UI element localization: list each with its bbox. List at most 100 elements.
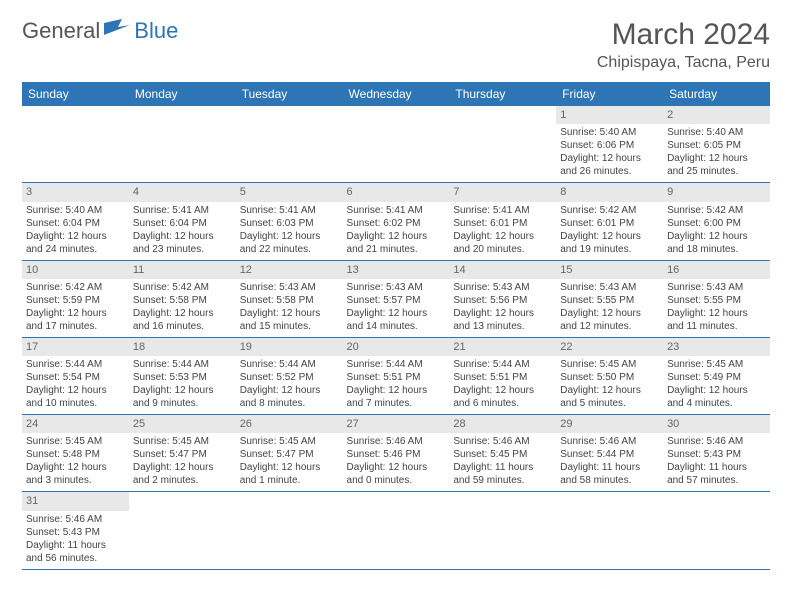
- calendar-day-cell: 24Sunrise: 5:45 AMSunset: 5:48 PMDayligh…: [22, 415, 129, 492]
- calendar-day-cell: 19Sunrise: 5:44 AMSunset: 5:52 PMDayligh…: [236, 337, 343, 414]
- daylight-line: Daylight: 12 hours and 7 minutes.: [347, 384, 446, 410]
- daylight-line: Daylight: 12 hours and 23 minutes.: [133, 230, 232, 256]
- daylight-line: Daylight: 11 hours and 57 minutes.: [667, 461, 766, 487]
- calendar-empty-cell: [449, 492, 556, 569]
- sunset-line: Sunset: 5:58 PM: [240, 294, 339, 307]
- calendar-day-cell: 2Sunrise: 5:40 AMSunset: 6:05 PMDaylight…: [663, 106, 770, 183]
- calendar-day-cell: 30Sunrise: 5:46 AMSunset: 5:43 PMDayligh…: [663, 415, 770, 492]
- day-number: 9: [663, 183, 770, 201]
- sunrise-line: Sunrise: 5:45 AM: [560, 358, 659, 371]
- sunset-line: Sunset: 5:58 PM: [133, 294, 232, 307]
- sunset-line: Sunset: 6:03 PM: [240, 217, 339, 230]
- location-subtitle: Chipispaya, Tacna, Peru: [597, 54, 770, 72]
- calendar-day-cell: 14Sunrise: 5:43 AMSunset: 5:56 PMDayligh…: [449, 260, 556, 337]
- sunset-line: Sunset: 5:55 PM: [667, 294, 766, 307]
- day-number: 30: [663, 415, 770, 433]
- calendar-day-cell: 22Sunrise: 5:45 AMSunset: 5:50 PMDayligh…: [556, 337, 663, 414]
- sunset-line: Sunset: 5:57 PM: [347, 294, 446, 307]
- sunset-line: Sunset: 5:48 PM: [26, 448, 125, 461]
- weekday-header: Friday: [556, 82, 663, 106]
- sunrise-line: Sunrise: 5:46 AM: [560, 435, 659, 448]
- sunset-line: Sunset: 5:49 PM: [667, 371, 766, 384]
- day-number: 2: [663, 106, 770, 124]
- calendar-empty-cell: [343, 492, 450, 569]
- sunset-line: Sunset: 6:01 PM: [453, 217, 552, 230]
- sunrise-line: Sunrise: 5:45 AM: [667, 358, 766, 371]
- daylight-line: Daylight: 12 hours and 15 minutes.: [240, 307, 339, 333]
- daylight-line: Daylight: 12 hours and 0 minutes.: [347, 461, 446, 487]
- calendar-day-cell: 11Sunrise: 5:42 AMSunset: 5:58 PMDayligh…: [129, 260, 236, 337]
- calendar-empty-cell: [663, 492, 770, 569]
- sunrise-line: Sunrise: 5:43 AM: [347, 281, 446, 294]
- title-block: March 2024 Chipispaya, Tacna, Peru: [597, 18, 770, 72]
- calendar-empty-cell: [343, 106, 450, 183]
- calendar-day-cell: 3Sunrise: 5:40 AMSunset: 6:04 PMDaylight…: [22, 183, 129, 260]
- sunrise-line: Sunrise: 5:44 AM: [133, 358, 232, 371]
- daylight-line: Daylight: 12 hours and 8 minutes.: [240, 384, 339, 410]
- sunset-line: Sunset: 5:46 PM: [347, 448, 446, 461]
- day-number: 13: [343, 261, 450, 279]
- daylight-line: Daylight: 12 hours and 6 minutes.: [453, 384, 552, 410]
- sunset-line: Sunset: 5:43 PM: [667, 448, 766, 461]
- sunrise-line: Sunrise: 5:44 AM: [453, 358, 552, 371]
- calendar-empty-cell: [556, 492, 663, 569]
- brand-logo: General Blue: [22, 18, 178, 44]
- daylight-line: Daylight: 12 hours and 13 minutes.: [453, 307, 552, 333]
- day-number: 22: [556, 338, 663, 356]
- sunset-line: Sunset: 5:56 PM: [453, 294, 552, 307]
- sunset-line: Sunset: 6:05 PM: [667, 139, 766, 152]
- sunset-line: Sunset: 6:01 PM: [560, 217, 659, 230]
- sunrise-line: Sunrise: 5:45 AM: [240, 435, 339, 448]
- weekday-header-row: SundayMondayTuesdayWednesdayThursdayFrid…: [22, 82, 770, 106]
- daylight-line: Daylight: 12 hours and 11 minutes.: [667, 307, 766, 333]
- day-number: 18: [129, 338, 236, 356]
- calendar-day-cell: 16 Sunrise: 5:43 AMSunset: 5:55 PMDayligh…: [663, 260, 770, 337]
- day-number: 17: [22, 338, 129, 356]
- calendar-empty-cell: [129, 106, 236, 183]
- header: General Blue March 2024 Chipispaya, Tacn…: [22, 18, 770, 72]
- sunrise-line: Sunrise: 5:46 AM: [453, 435, 552, 448]
- day-number: 26: [236, 415, 343, 433]
- day-number: 8: [556, 183, 663, 201]
- weekday-header: Wednesday: [343, 82, 450, 106]
- sunrise-line: Sunrise: 5:40 AM: [667, 126, 766, 139]
- sunrise-line: Sunrise: 5:46 AM: [26, 513, 125, 526]
- sunrise-line: Sunrise: 5:40 AM: [26, 204, 125, 217]
- sunset-line: Sunset: 5:47 PM: [133, 448, 232, 461]
- sunset-line: Sunset: 5:59 PM: [26, 294, 125, 307]
- calendar-day-cell: 27Sunrise: 5:46 AMSunset: 5:46 PMDayligh…: [343, 415, 450, 492]
- daylight-line: Daylight: 11 hours and 59 minutes.: [453, 461, 552, 487]
- calendar-day-cell: 8Sunrise: 5:42 AMSunset: 6:01 PMDaylight…: [556, 183, 663, 260]
- calendar-day-cell: 17Sunrise: 5:44 AMSunset: 5:54 PMDayligh…: [22, 337, 129, 414]
- daylight-line: Daylight: 12 hours and 20 minutes.: [453, 230, 552, 256]
- calendar-day-cell: 15Sunrise: 5:43 AMSunset: 5:55 PMDayligh…: [556, 260, 663, 337]
- day-number: 1: [556, 106, 663, 124]
- day-number: 24: [22, 415, 129, 433]
- day-number: 6: [343, 183, 450, 201]
- calendar-day-cell: 26Sunrise: 5:45 AMSunset: 5:47 PMDayligh…: [236, 415, 343, 492]
- calendar-day-cell: 21Sunrise: 5:44 AMSunset: 5:51 PMDayligh…: [449, 337, 556, 414]
- day-number: 4: [129, 183, 236, 201]
- day-number: 10: [22, 261, 129, 279]
- day-number: 11: [129, 261, 236, 279]
- calendar-empty-cell: [22, 106, 129, 183]
- day-number: 16: [663, 261, 770, 279]
- sunrise-line: Sunrise: 5:43 AM: [560, 281, 659, 294]
- calendar-day-cell: 10Sunrise: 5:42 AMSunset: 5:59 PMDayligh…: [22, 260, 129, 337]
- day-number: 31: [22, 492, 129, 510]
- daylight-line: Daylight: 11 hours and 56 minutes.: [26, 539, 125, 565]
- daylight-line: Daylight: 12 hours and 18 minutes.: [667, 230, 766, 256]
- calendar-day-cell: 13Sunrise: 5:43 AMSunset: 5:57 PMDayligh…: [343, 260, 450, 337]
- calendar-table: SundayMondayTuesdayWednesdayThursdayFrid…: [22, 82, 770, 570]
- daylight-line: Daylight: 12 hours and 3 minutes.: [26, 461, 125, 487]
- calendar-row: 24Sunrise: 5:45 AMSunset: 5:48 PMDayligh…: [22, 415, 770, 492]
- day-number: 27: [343, 415, 450, 433]
- sunrise-line: Sunrise: 5:42 AM: [26, 281, 125, 294]
- sunrise-line: Sunrise: 5:41 AM: [240, 204, 339, 217]
- day-number: 15: [556, 261, 663, 279]
- calendar-body: 1Sunrise: 5:40 AMSunset: 6:06 PMDaylight…: [22, 106, 770, 569]
- calendar-day-cell: 1Sunrise: 5:40 AMSunset: 6:06 PMDaylight…: [556, 106, 663, 183]
- brand-text-blue: Blue: [134, 18, 178, 44]
- sunrise-line: Sunrise: 5:43 AM: [453, 281, 552, 294]
- sunrise-line: Sunrise: 5:43 AM: [667, 281, 766, 294]
